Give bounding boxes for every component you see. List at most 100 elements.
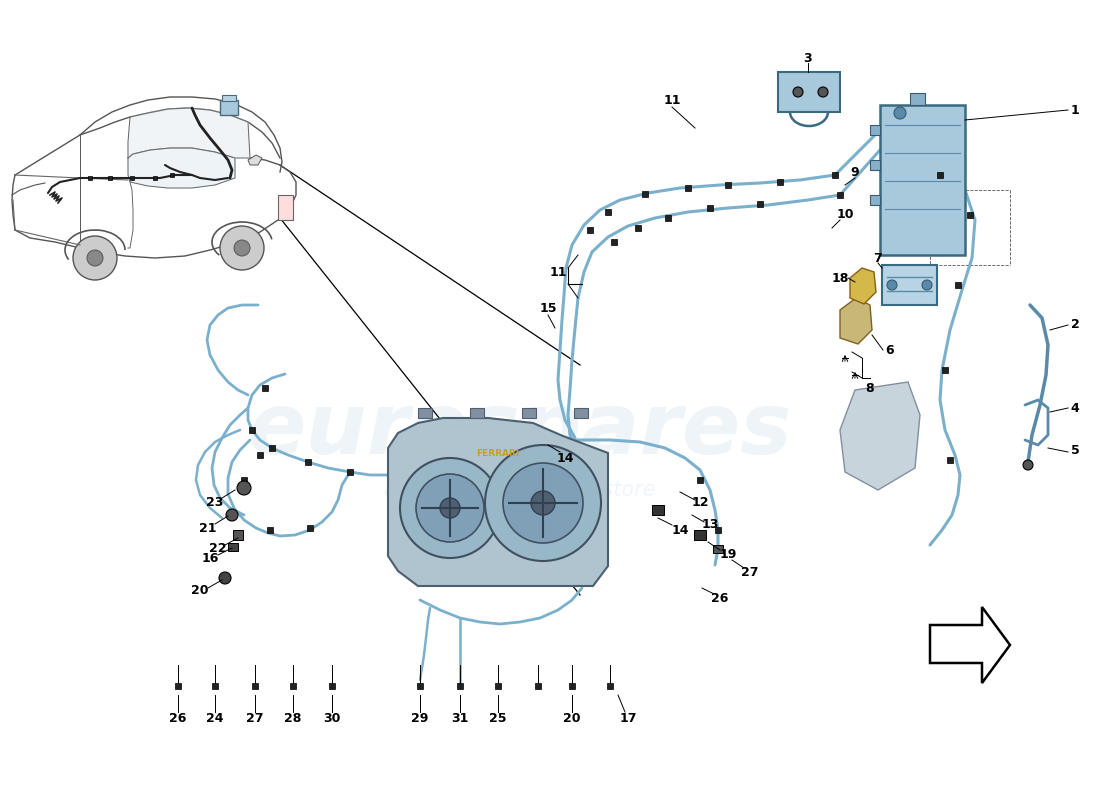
Polygon shape [850, 268, 876, 304]
Text: 1: 1 [1070, 103, 1079, 117]
Bar [249, 427, 255, 433]
Bar [707, 205, 713, 211]
Polygon shape [248, 155, 262, 165]
Bar [228, 543, 238, 551]
Bar [635, 225, 641, 231]
Text: 16: 16 [201, 551, 219, 565]
Bar [305, 459, 311, 465]
Bar [882, 265, 937, 305]
Bar [666, 215, 671, 221]
Circle shape [503, 463, 583, 543]
Bar [346, 469, 353, 475]
Text: 19: 19 [719, 549, 737, 562]
Bar [587, 227, 593, 233]
Text: 5: 5 [1070, 443, 1079, 457]
Bar [470, 408, 484, 418]
Text: 11: 11 [663, 94, 681, 106]
Bar [130, 176, 134, 180]
Bar [605, 209, 610, 215]
Circle shape [1023, 460, 1033, 470]
Bar [942, 367, 948, 373]
Text: 6: 6 [886, 343, 894, 357]
Bar [212, 683, 218, 689]
Bar [610, 239, 617, 245]
Text: 24: 24 [207, 711, 223, 725]
Text: 2: 2 [1070, 318, 1079, 331]
Circle shape [887, 280, 896, 290]
Polygon shape [128, 148, 235, 188]
Text: 28: 28 [284, 711, 301, 725]
Bar [535, 683, 541, 689]
Circle shape [416, 474, 484, 542]
Bar [642, 191, 648, 197]
Text: 18: 18 [832, 271, 849, 285]
Polygon shape [840, 382, 920, 490]
Text: 3: 3 [804, 51, 812, 65]
Bar [713, 545, 723, 553]
Text: 7: 7 [873, 251, 882, 265]
Text: 15: 15 [539, 302, 557, 314]
Bar [910, 93, 925, 105]
Text: 30: 30 [323, 711, 341, 725]
Circle shape [894, 107, 906, 119]
Circle shape [236, 481, 251, 495]
Bar [870, 195, 880, 205]
Circle shape [485, 445, 601, 561]
Text: 8: 8 [866, 382, 874, 394]
Bar [778, 72, 840, 112]
Text: 27: 27 [246, 711, 264, 725]
Polygon shape [930, 607, 1010, 683]
Polygon shape [388, 418, 608, 586]
Bar [870, 125, 880, 135]
Text: 10: 10 [836, 209, 854, 222]
Bar [267, 527, 273, 533]
Text: a 21st century parts store: a 21st century parts store [384, 480, 656, 500]
Bar [233, 530, 243, 540]
Bar [241, 477, 248, 483]
Bar [652, 505, 664, 515]
Bar [574, 408, 589, 418]
Text: 14: 14 [671, 523, 689, 537]
Bar [456, 683, 463, 689]
Text: 22: 22 [209, 542, 227, 554]
Circle shape [793, 87, 803, 97]
Text: 31: 31 [451, 711, 469, 725]
Circle shape [219, 572, 231, 584]
Bar [108, 176, 112, 180]
Bar [832, 172, 838, 178]
Bar [307, 525, 314, 531]
Bar [685, 185, 691, 191]
Bar [270, 445, 275, 451]
Bar [947, 457, 953, 463]
Bar [290, 683, 296, 689]
Bar [262, 385, 268, 391]
Circle shape [226, 509, 238, 521]
Bar [777, 179, 783, 185]
Text: 17: 17 [619, 711, 637, 725]
Text: FERRARI: FERRARI [476, 449, 519, 458]
Bar [837, 192, 843, 198]
Circle shape [922, 280, 932, 290]
Text: 29: 29 [411, 711, 429, 725]
Bar [278, 195, 293, 220]
Bar [252, 683, 258, 689]
Polygon shape [128, 108, 250, 158]
Circle shape [220, 226, 264, 270]
Polygon shape [840, 298, 872, 344]
Circle shape [73, 236, 117, 280]
Bar [495, 683, 500, 689]
Bar [697, 477, 703, 483]
Bar [757, 201, 763, 207]
Bar [417, 683, 424, 689]
Bar [715, 527, 720, 533]
Text: 26: 26 [169, 711, 187, 725]
Text: 23: 23 [207, 495, 223, 509]
Bar [569, 683, 575, 689]
Circle shape [531, 491, 556, 515]
Circle shape [818, 87, 828, 97]
Bar [937, 172, 943, 178]
Bar [153, 176, 157, 180]
Text: 12: 12 [691, 495, 708, 509]
Bar [175, 683, 182, 689]
Bar [418, 408, 432, 418]
